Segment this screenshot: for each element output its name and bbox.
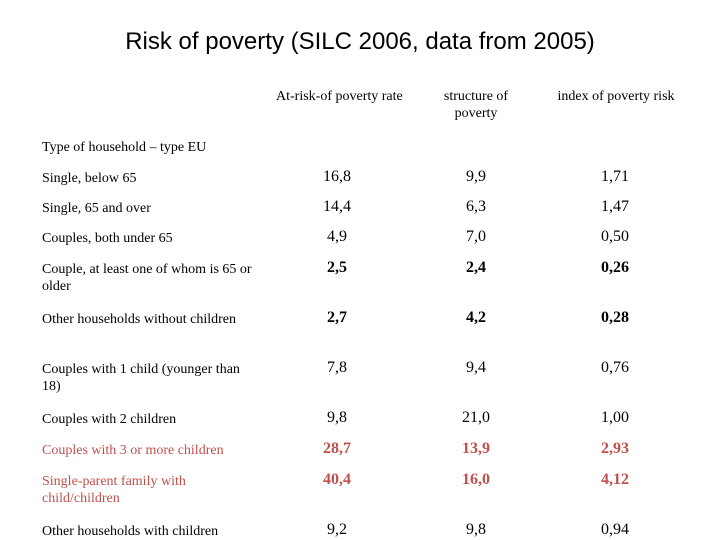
rate-cell: 16,8 bbox=[323, 168, 351, 185]
index-cell: 0,26 bbox=[601, 259, 629, 276]
rate-cell: 7,8 bbox=[327, 359, 347, 376]
row-label: Couples with 3 or more children bbox=[42, 443, 224, 458]
structure-cell: 16,0 bbox=[462, 471, 490, 488]
structure-cell: 7,0 bbox=[466, 228, 486, 245]
rate-cell: 2,5 bbox=[327, 259, 347, 276]
rate-cell: 28,7 bbox=[323, 440, 351, 457]
index-cell: 1,00 bbox=[601, 409, 629, 426]
row-label: Couple, at least one of whom is 65 or ol… bbox=[42, 262, 252, 294]
rate-cell: 4,9 bbox=[327, 228, 347, 245]
index-cell: 0,50 bbox=[601, 228, 629, 245]
row-label: Couples with 2 children bbox=[42, 412, 177, 427]
structure-cell: 9,4 bbox=[466, 359, 486, 376]
rate-cell: 9,2 bbox=[327, 521, 347, 538]
rate-cell: 2,7 bbox=[327, 309, 347, 326]
structure-cell: 13,9 bbox=[462, 440, 490, 457]
index-cell: 0,76 bbox=[601, 359, 629, 376]
index-cell: 1,71 bbox=[601, 168, 629, 185]
index-cell: 1,47 bbox=[601, 198, 629, 215]
structure-cell: 9,8 bbox=[466, 521, 486, 538]
rate-cell: 9,8 bbox=[327, 409, 347, 426]
household-type-label: Type of household – type EU bbox=[42, 140, 207, 155]
row-label: Single-parent family with child/children bbox=[42, 474, 186, 506]
index-cell: 0,94 bbox=[601, 521, 629, 538]
row-label: Couples, both under 65 bbox=[42, 231, 173, 246]
header-poverty-rate: At-risk-of poverty rate bbox=[276, 89, 403, 104]
index-cell: 0,28 bbox=[601, 309, 629, 326]
structure-cell: 2,4 bbox=[466, 259, 486, 276]
row-label: Single, 65 and over bbox=[42, 201, 151, 216]
row-label: Single, below 65 bbox=[42, 171, 137, 186]
index-cell: 2,93 bbox=[601, 440, 629, 457]
rate-cell: 40,4 bbox=[323, 471, 351, 488]
row-label: Other households with children bbox=[42, 524, 219, 539]
index-cell: 4,12 bbox=[601, 471, 629, 488]
row-label: Other households without children bbox=[42, 312, 237, 327]
structure-cell: 9,9 bbox=[466, 168, 486, 185]
structure-cell: 6,3 bbox=[466, 198, 486, 215]
rate-cell: 14,4 bbox=[323, 198, 351, 215]
structure-cell: 21,0 bbox=[462, 409, 490, 426]
row-label: Couples with 1 child (younger than 18) bbox=[42, 362, 240, 394]
structure-cell: 4,2 bbox=[466, 309, 486, 326]
page-title: Risk of poverty (SILC 2006, data from 20… bbox=[125, 28, 595, 55]
header-index: index of poverty risk bbox=[557, 89, 675, 104]
header-structure: structure of poverty bbox=[443, 89, 509, 121]
